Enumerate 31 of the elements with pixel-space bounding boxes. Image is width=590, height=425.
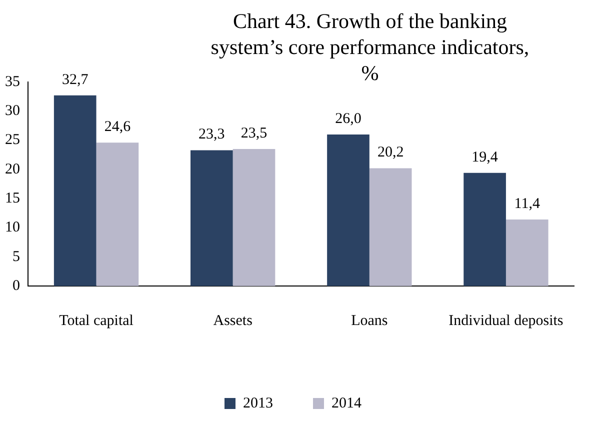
x-tick-label: Total capital	[59, 312, 134, 329]
data-label: 20,2	[377, 144, 404, 161]
x-tick-label: Loans	[351, 312, 388, 329]
y-tick-label: 30	[5, 103, 20, 120]
bar	[96, 142, 139, 286]
y-tick-label: 0	[12, 278, 20, 294]
bar	[232, 149, 276, 286]
y-tick-label: 10	[5, 220, 20, 236]
x-tick-label: Individual deposits	[448, 312, 564, 329]
data-label: 24,6	[104, 119, 132, 136]
bar	[464, 172, 506, 286]
data-label: 23,5	[240, 125, 268, 142]
bar	[506, 220, 548, 286]
data-label: 11,4	[514, 196, 540, 212]
chart-title: Chart 43. Growth of the banking system’s core performance indicators, %	[210, 8, 530, 86]
bar	[369, 168, 412, 286]
x-tick-label: Assets	[213, 312, 253, 329]
data-label: 26,0	[335, 110, 362, 127]
y-tick-label: 35	[5, 74, 20, 90]
bar	[190, 150, 233, 286]
y-tick-label: 15	[5, 190, 20, 207]
data-label: 32,7	[62, 72, 89, 88]
data-label: 19,4	[472, 149, 498, 166]
y-tick-label: 25	[5, 132, 20, 148]
legend-label: 2014	[332, 395, 362, 412]
y-tick-label: 20	[5, 161, 20, 178]
bar	[54, 95, 96, 286]
y-tick-label: 5	[12, 248, 20, 265]
data-label: 23,3	[198, 126, 225, 143]
legend-label: 2013	[243, 395, 273, 412]
bar	[327, 134, 370, 286]
